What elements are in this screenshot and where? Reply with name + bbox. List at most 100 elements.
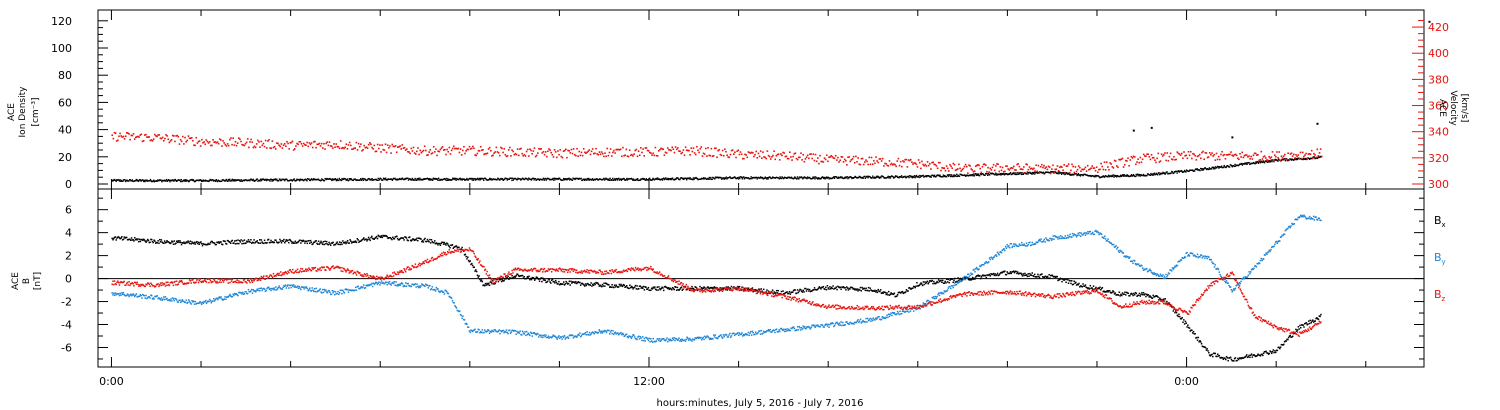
density-point	[1126, 174, 1129, 176]
by-point	[327, 290, 330, 292]
bx-point	[354, 241, 356, 243]
velocity-point	[575, 154, 577, 157]
velocity-point	[1185, 154, 1188, 157]
velocity-point	[1116, 165, 1118, 167]
density-point	[500, 177, 502, 180]
velocity-point	[582, 147, 585, 150]
density-point	[1130, 174, 1133, 176]
bx-point	[646, 288, 649, 290]
velocity-point	[466, 148, 469, 151]
density-point	[630, 177, 633, 180]
bx-point	[790, 291, 792, 294]
velocity-point	[141, 140, 144, 143]
density-point	[431, 178, 433, 181]
density-point	[987, 172, 990, 175]
bx-point	[1267, 353, 1270, 355]
velocity-point	[996, 163, 998, 165]
bx-point	[279, 240, 282, 242]
bx-point	[1307, 323, 1309, 325]
by-point	[470, 329, 472, 331]
velocity-point	[894, 163, 896, 166]
velocity-point	[857, 157, 859, 159]
density-point	[1111, 175, 1114, 178]
velocity-point	[847, 156, 849, 158]
velocity-point	[773, 150, 775, 152]
bx-point	[1031, 272, 1033, 274]
by-point	[182, 300, 184, 302]
density-point	[312, 179, 314, 181]
velocity-point	[271, 140, 274, 142]
velocity-point	[413, 152, 416, 154]
velocity-point	[678, 150, 680, 152]
density-point	[942, 174, 945, 176]
bx-point	[163, 240, 166, 242]
by-point	[360, 285, 363, 288]
bx-point	[562, 283, 564, 285]
bx-point	[329, 244, 332, 246]
bx-point	[163, 242, 165, 245]
velocity-point	[665, 152, 668, 154]
bx-point	[421, 239, 424, 242]
density-point	[919, 174, 921, 177]
density-point	[122, 180, 124, 182]
velocity-point	[342, 146, 344, 149]
density-point	[1296, 158, 1299, 161]
bx-point	[799, 288, 801, 291]
density-point	[1273, 160, 1275, 163]
velocity-point	[543, 153, 546, 156]
by-point	[271, 287, 273, 290]
velocity-point	[291, 140, 294, 143]
density-point	[345, 179, 348, 181]
density-point	[1216, 166, 1218, 169]
bx-point	[975, 275, 978, 277]
bx-point	[685, 288, 688, 291]
bx-point	[372, 238, 375, 240]
density-point	[569, 179, 571, 181]
velocity-point	[539, 148, 541, 150]
by-point	[113, 294, 116, 296]
bx-point	[853, 287, 855, 290]
ion-density-label-line1: ACE	[7, 103, 17, 121]
by-point	[494, 329, 496, 331]
density-point	[272, 179, 274, 181]
by-point	[334, 291, 337, 293]
bx-point	[544, 279, 546, 282]
bx-point	[249, 241, 251, 243]
bx-point	[317, 243, 319, 246]
density-point	[1032, 171, 1034, 174]
bx-point	[887, 294, 889, 296]
by-point	[120, 294, 122, 296]
velocity-point	[1288, 159, 1291, 161]
bx-point	[338, 241, 341, 243]
bx-point	[1100, 289, 1102, 291]
bx-point	[948, 281, 950, 284]
velocity-point	[896, 160, 899, 162]
velocity-point	[875, 156, 877, 158]
bx-point	[1236, 359, 1238, 362]
bx-point	[1129, 295, 1131, 297]
density-point	[1234, 165, 1237, 167]
density-point	[445, 179, 447, 182]
bx-point	[1108, 290, 1110, 292]
bx-point	[1279, 346, 1282, 348]
by-point	[199, 300, 201, 303]
velocity-point	[1099, 168, 1101, 171]
density-point	[524, 178, 526, 181]
bx-point	[341, 243, 343, 246]
bx-point	[138, 240, 140, 243]
bx-point	[171, 240, 173, 242]
bx-point	[150, 238, 152, 241]
velocity-point	[1124, 159, 1127, 162]
bx-point	[362, 238, 364, 240]
bx-point	[993, 274, 996, 277]
by-point	[313, 288, 316, 290]
bx-point	[1150, 296, 1153, 299]
bx-point	[1162, 299, 1164, 302]
bx-point	[1241, 356, 1243, 359]
velocity-point	[1193, 153, 1195, 156]
velocity-point	[593, 152, 595, 155]
by-point	[391, 282, 393, 284]
velocity-point	[1108, 168, 1110, 171]
bx-point	[1258, 354, 1260, 356]
bx-point	[538, 278, 540, 280]
